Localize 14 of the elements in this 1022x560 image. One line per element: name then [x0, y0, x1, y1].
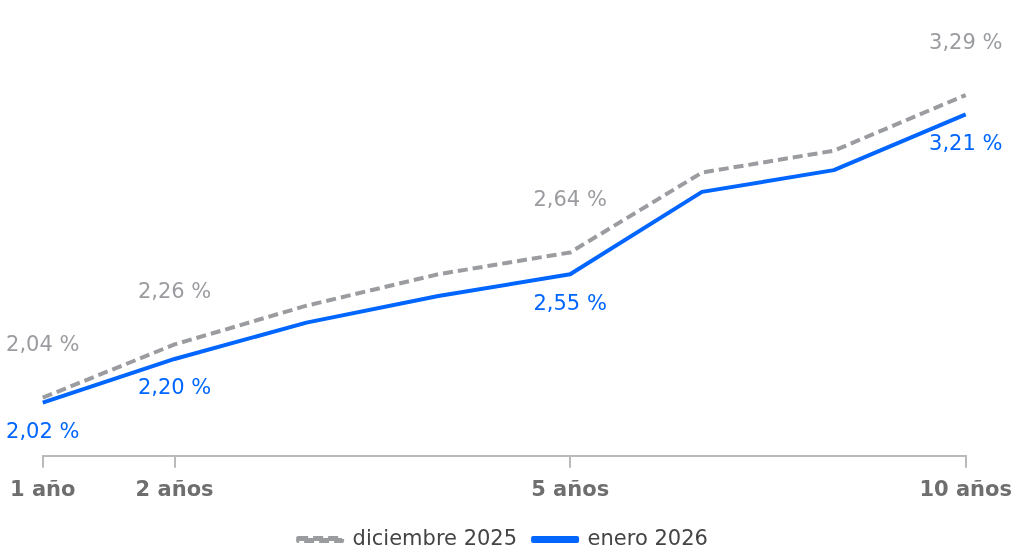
- x-tick-label: 10 años: [919, 476, 1013, 501]
- x-tick-label: 5 años: [531, 476, 610, 501]
- legend-label: enero 2026: [587, 525, 708, 550]
- data-label: 3,21 %: [929, 130, 1003, 155]
- legend-label: diciembre 2025: [352, 525, 518, 550]
- data-label: 2,20 %: [137, 375, 212, 400]
- x-tick-label: 2 años: [135, 476, 214, 501]
- data-label: 2,02 %: [6, 418, 80, 443]
- data-label: 2,04 %: [6, 332, 80, 357]
- data-label: 3,29 %: [929, 29, 1003, 54]
- data-label: 2,64 %: [533, 186, 607, 211]
- data-label: 2,55 %: [533, 290, 607, 315]
- data-label: 2,26 %: [137, 278, 212, 303]
- x-tick-label: 1 año: [9, 476, 76, 501]
